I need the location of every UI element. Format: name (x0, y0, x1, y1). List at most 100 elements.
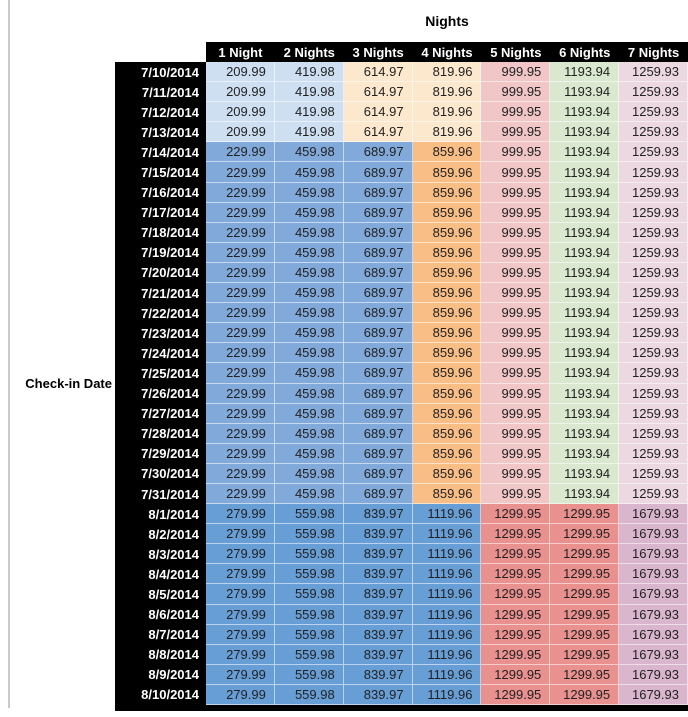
price-cell[interactable]: 1259.93 (619, 463, 688, 484)
price-cell[interactable]: 279.99 (206, 584, 275, 605)
price-cell[interactable]: 839.97 (343, 544, 413, 565)
row-header-date[interactable]: 7/31/2014 (115, 483, 206, 505)
price-cell[interactable]: 1299.95 (550, 664, 620, 685)
price-cell[interactable]: 1299.95 (481, 584, 551, 605)
price-cell[interactable]: 459.98 (274, 483, 344, 505)
row-header-date[interactable]: 7/29/2014 (115, 443, 206, 464)
price-cell[interactable]: 689.97 (343, 283, 413, 304)
row-header-date[interactable]: 7/11/2014 (115, 82, 206, 103)
price-cell[interactable]: 839.97 (343, 644, 413, 665)
price-cell[interactable]: 1193.94 (550, 423, 620, 444)
price-cell[interactable]: 1259.93 (619, 102, 688, 123)
price-cell[interactable]: 1119.96 (412, 684, 482, 705)
row-header-date[interactable]: 7/30/2014 (115, 463, 206, 484)
price-cell[interactable]: 1193.94 (550, 483, 620, 505)
price-cell[interactable]: 1259.93 (619, 182, 688, 203)
price-cell[interactable]: 999.95 (481, 283, 551, 304)
price-cell[interactable]: 1193.94 (550, 403, 620, 424)
price-cell[interactable]: 1259.93 (619, 262, 688, 284)
price-cell[interactable]: 1259.93 (619, 142, 688, 163)
price-cell[interactable]: 459.98 (274, 423, 344, 444)
row-header-date[interactable]: 8/7/2014 (115, 624, 206, 645)
price-cell[interactable]: 1193.94 (550, 303, 620, 324)
price-cell[interactable]: 1193.94 (550, 142, 620, 163)
price-cell[interactable]: 689.97 (343, 343, 413, 364)
price-cell[interactable]: 859.96 (412, 323, 482, 344)
price-cell[interactable]: 689.97 (343, 222, 413, 243)
price-cell[interactable]: 559.98 (274, 524, 344, 545)
price-cell[interactable]: 459.98 (274, 182, 344, 203)
price-cell[interactable]: 419.98 (274, 122, 344, 143)
price-cell[interactable]: 999.95 (481, 222, 551, 243)
price-cell[interactable]: 999.95 (481, 423, 551, 444)
price-cell[interactable]: 1193.94 (550, 162, 620, 183)
row-header-date[interactable]: 7/16/2014 (115, 182, 206, 203)
row-header-date[interactable]: 8/3/2014 (115, 544, 206, 565)
price-cell[interactable]: 229.99 (206, 343, 275, 364)
price-cell[interactable]: 819.96 (412, 62, 482, 83)
price-cell[interactable]: 419.98 (274, 62, 344, 83)
price-cell[interactable]: 559.98 (274, 664, 344, 685)
col-header-cell[interactable]: 2 Nights (283, 44, 335, 60)
price-cell[interactable]: 1119.96 (412, 664, 482, 685)
price-cell[interactable]: 999.95 (481, 463, 551, 484)
price-cell[interactable]: 859.96 (412, 262, 482, 284)
price-cell[interactable]: 859.96 (412, 182, 482, 203)
col-header-cell[interactable]: 4 Nights (421, 44, 473, 60)
price-cell[interactable]: 229.99 (206, 162, 275, 183)
price-cell[interactable]: 1679.93 (619, 524, 688, 545)
price-cell[interactable]: 279.99 (206, 524, 275, 545)
price-cell[interactable]: 1119.96 (412, 564, 482, 585)
col-header-cell[interactable]: 3 Nights (352, 44, 404, 60)
price-cell[interactable]: 859.96 (412, 343, 482, 364)
price-cell[interactable]: 689.97 (343, 403, 413, 424)
price-cell[interactable]: 1259.93 (619, 122, 688, 143)
price-cell[interactable]: 859.96 (412, 423, 482, 444)
price-cell[interactable]: 459.98 (274, 242, 344, 263)
price-cell[interactable]: 1259.93 (619, 483, 688, 505)
price-cell[interactable]: 1259.93 (619, 403, 688, 424)
price-cell[interactable]: 1299.95 (550, 624, 620, 645)
price-cell[interactable]: 229.99 (206, 383, 275, 404)
price-cell[interactable]: 999.95 (481, 303, 551, 324)
row-header-date[interactable]: 7/12/2014 (115, 102, 206, 123)
price-cell[interactable]: 689.97 (343, 202, 413, 223)
row-header-date[interactable]: 7/15/2014 (115, 162, 206, 183)
price-cell[interactable]: 999.95 (481, 343, 551, 364)
price-cell[interactable]: 209.99 (206, 102, 275, 123)
price-cell[interactable]: 1679.93 (619, 544, 688, 565)
price-cell[interactable]: 859.96 (412, 403, 482, 424)
price-cell[interactable]: 559.98 (274, 604, 344, 625)
price-cell[interactable]: 999.95 (481, 443, 551, 464)
row-header-date[interactable]: 7/18/2014 (115, 222, 206, 243)
price-cell[interactable]: 459.98 (274, 463, 344, 484)
price-cell[interactable]: 229.99 (206, 242, 275, 263)
row-header-date[interactable]: 8/4/2014 (115, 564, 206, 585)
price-cell[interactable]: 1193.94 (550, 363, 620, 384)
row-header-date[interactable]: 8/10/2014 (115, 684, 206, 705)
price-cell[interactable]: 689.97 (343, 142, 413, 163)
price-cell[interactable]: 689.97 (343, 182, 413, 203)
price-cell[interactable]: 1193.94 (550, 463, 620, 484)
price-cell[interactable]: 559.98 (274, 684, 344, 705)
price-cell[interactable]: 229.99 (206, 483, 275, 505)
price-cell[interactable]: 999.95 (481, 323, 551, 344)
price-cell[interactable]: 689.97 (343, 463, 413, 484)
price-cell[interactable]: 1259.93 (619, 162, 688, 183)
price-cell[interactable]: 859.96 (412, 303, 482, 324)
price-cell[interactable]: 459.98 (274, 303, 344, 324)
price-cell[interactable]: 1299.95 (550, 604, 620, 625)
price-cell[interactable]: 559.98 (274, 564, 344, 585)
price-cell[interactable]: 1299.95 (481, 604, 551, 625)
price-cell[interactable]: 819.96 (412, 82, 482, 103)
price-cell[interactable]: 689.97 (343, 483, 413, 505)
col-header-cell[interactable]: 6 Nights (559, 44, 611, 60)
price-cell[interactable]: 559.98 (274, 644, 344, 665)
price-cell[interactable]: 1193.94 (550, 443, 620, 464)
price-cell[interactable]: 689.97 (343, 242, 413, 263)
price-cell[interactable]: 1259.93 (619, 222, 688, 243)
price-cell[interactable]: 279.99 (206, 644, 275, 665)
row-header-date[interactable]: 7/20/2014 (115, 262, 206, 284)
row-header-date[interactable]: 8/2/2014 (115, 524, 206, 545)
price-cell[interactable]: 1299.95 (481, 564, 551, 585)
